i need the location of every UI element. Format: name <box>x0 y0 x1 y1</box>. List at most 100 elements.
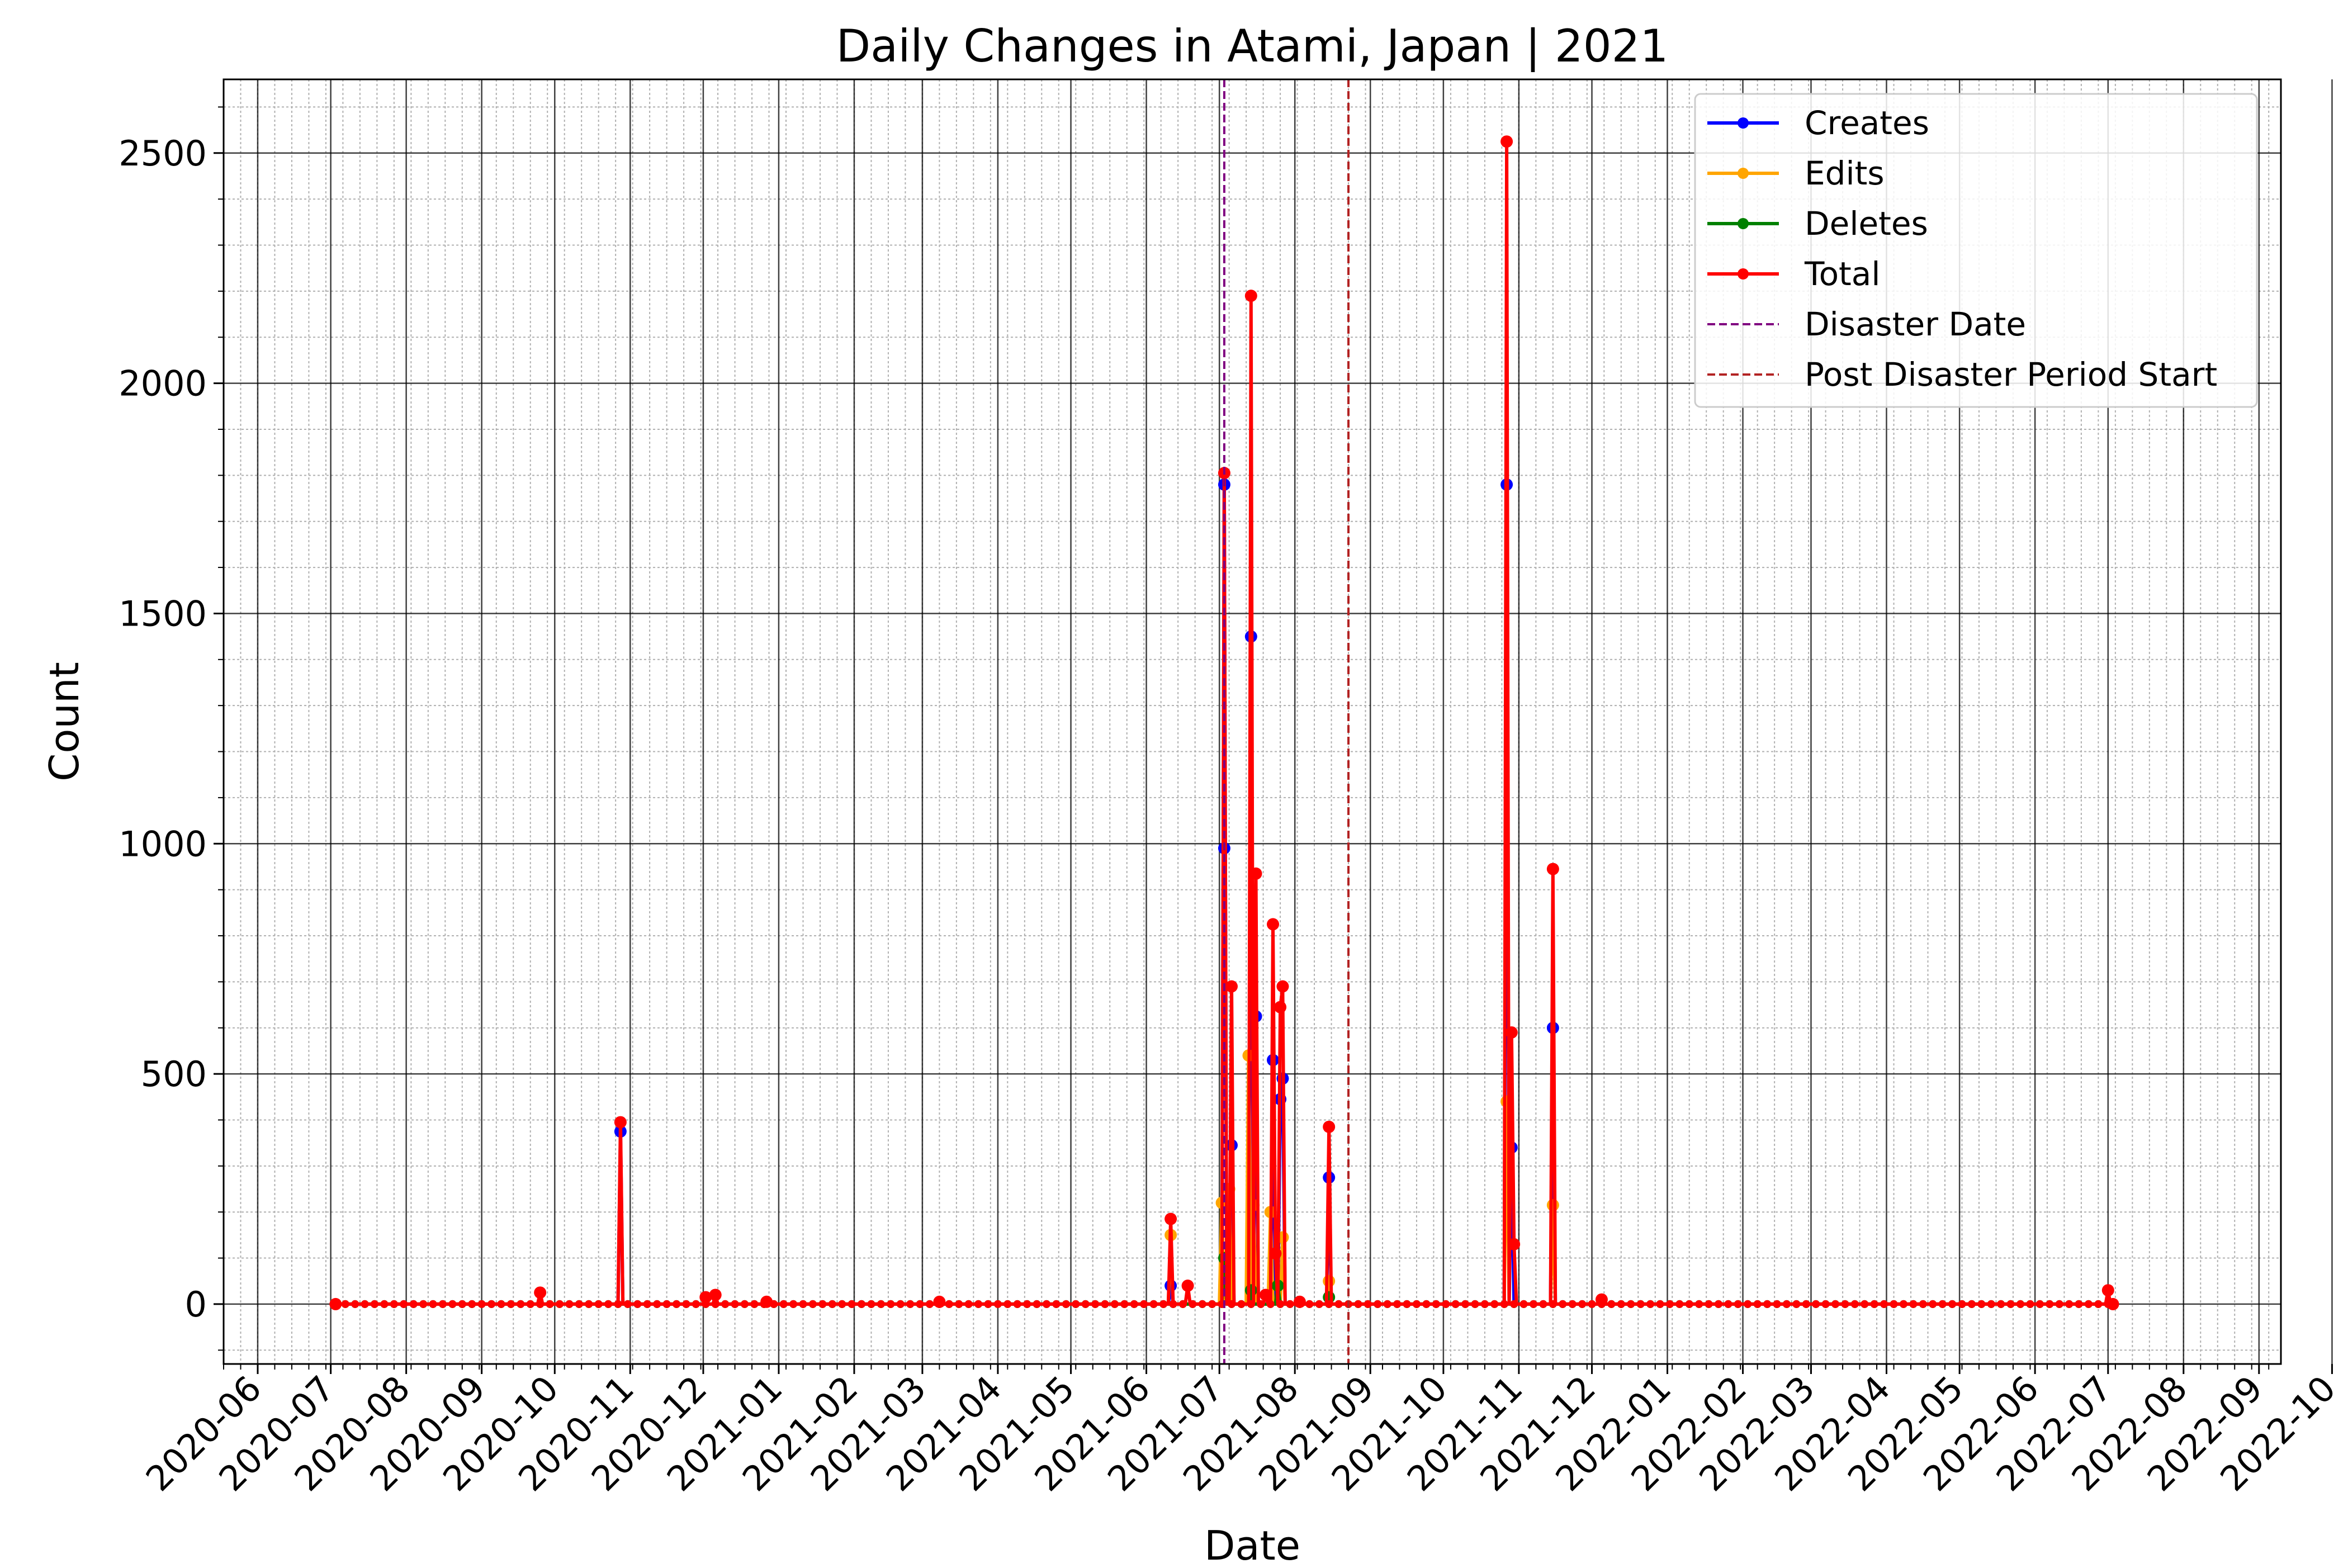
legend-entry: Deletes <box>1707 205 1928 243</box>
data-point <box>955 1300 963 1308</box>
data-point <box>1364 1300 1372 1308</box>
data-point <box>1734 1300 1742 1308</box>
data-point <box>429 1300 437 1308</box>
data-point <box>2016 1300 2025 1308</box>
data-point <box>534 1286 547 1299</box>
data-point <box>1841 1300 1849 1308</box>
plot-frame <box>223 78 2282 1365</box>
data-point <box>438 1300 447 1308</box>
data-point <box>341 1300 349 1308</box>
data-point <box>1354 1300 1362 1308</box>
data-point <box>1227 1300 1235 1308</box>
data-point <box>1286 1300 1294 1308</box>
data-point <box>614 1116 627 1129</box>
series-layer <box>329 135 2119 1310</box>
data-point <box>887 1300 895 1308</box>
data-point <box>692 1300 700 1308</box>
data-point <box>750 1300 759 1308</box>
data-point <box>1374 1300 1382 1308</box>
data-point <box>1821 1300 1830 1308</box>
y-tick-label: 0 <box>185 1284 207 1325</box>
y-tick-label: 1000 <box>119 823 207 864</box>
data-point <box>1257 1300 1265 1308</box>
data-point <box>497 1300 505 1308</box>
data-point <box>1432 1300 1440 1308</box>
data-point <box>1393 1300 1402 1308</box>
data-point <box>1559 1300 1567 1308</box>
data-point <box>1237 1300 1246 1308</box>
data-point <box>1958 1300 1966 1308</box>
data-point <box>740 1300 749 1308</box>
data-point <box>1325 1300 1333 1308</box>
data-point <box>662 1300 671 1308</box>
data-point <box>1870 1300 1878 1308</box>
data-point <box>2006 1300 2015 1308</box>
data-point <box>1110 1300 1119 1308</box>
data-point <box>1705 1300 1713 1308</box>
data-point <box>653 1300 661 1308</box>
data-point <box>536 1300 545 1308</box>
legend-marker <box>1738 168 1749 179</box>
data-point <box>1140 1300 1148 1308</box>
data-point <box>1578 1300 1587 1308</box>
legend: Creates Edits Deletes Total Disaster Date Pos… <box>1694 93 2258 408</box>
data-point <box>2106 1297 2119 1310</box>
y-tick-label: 500 <box>141 1054 207 1095</box>
legend-marker <box>1738 268 1749 280</box>
data-point <box>1802 1300 1810 1308</box>
data-point <box>1909 1300 1918 1308</box>
data-point <box>1665 1300 1674 1308</box>
data-point <box>400 1300 408 1308</box>
data-point <box>1997 1300 2005 1308</box>
data-point <box>1305 1300 1314 1308</box>
data-point <box>1259 1288 1272 1301</box>
data-point <box>993 1300 1002 1308</box>
legend-entry: Creates <box>1707 104 1929 142</box>
data-point <box>1505 1026 1518 1039</box>
data-point <box>1636 1300 1645 1308</box>
data-point <box>1198 1300 1206 1308</box>
data-point <box>1412 1300 1421 1308</box>
data-point <box>1617 1300 1625 1308</box>
data-point <box>1101 1300 1109 1308</box>
data-point <box>1919 1300 1927 1308</box>
data-point <box>1315 1300 1323 1308</box>
legend-label: Edits <box>1805 154 1885 192</box>
data-point <box>1549 1300 1557 1308</box>
data-point <box>848 1300 856 1308</box>
data-point <box>1225 980 1238 993</box>
data-point <box>409 1300 418 1308</box>
data-point <box>487 1300 496 1308</box>
y-tick-label: 2500 <box>119 133 207 174</box>
data-point <box>643 1300 651 1308</box>
y-axis-title: Count <box>41 662 88 781</box>
data-point <box>2084 1300 2093 1308</box>
data-point <box>1120 1300 1129 1308</box>
data-point <box>1695 1300 1703 1308</box>
data-point <box>585 1300 593 1308</box>
data-point <box>477 1300 486 1308</box>
data-point <box>1013 1300 1021 1308</box>
data-point <box>1244 1284 1257 1297</box>
data-point <box>1714 1300 1722 1308</box>
data-point <box>506 1300 515 1308</box>
chart-title: Daily Changes in Atami, Japan | 2021 <box>836 20 1669 73</box>
legend-entry: Edits <box>1707 154 1885 192</box>
data-point <box>1403 1300 1411 1308</box>
data-point <box>458 1300 466 1308</box>
legend-label: Deletes <box>1805 205 1928 243</box>
data-point <box>390 1300 398 1308</box>
data-point <box>1323 1275 1336 1287</box>
data-point <box>789 1300 798 1308</box>
data-point <box>419 1300 428 1308</box>
data-point <box>1490 1300 1499 1308</box>
data-point <box>1530 1300 1538 1308</box>
data-point <box>1181 1279 1194 1292</box>
data-point <box>1383 1300 1391 1308</box>
data-point <box>1266 1300 1275 1308</box>
data-point <box>711 1300 719 1308</box>
data-point <box>1861 1300 1869 1308</box>
data-point <box>1763 1300 1772 1308</box>
